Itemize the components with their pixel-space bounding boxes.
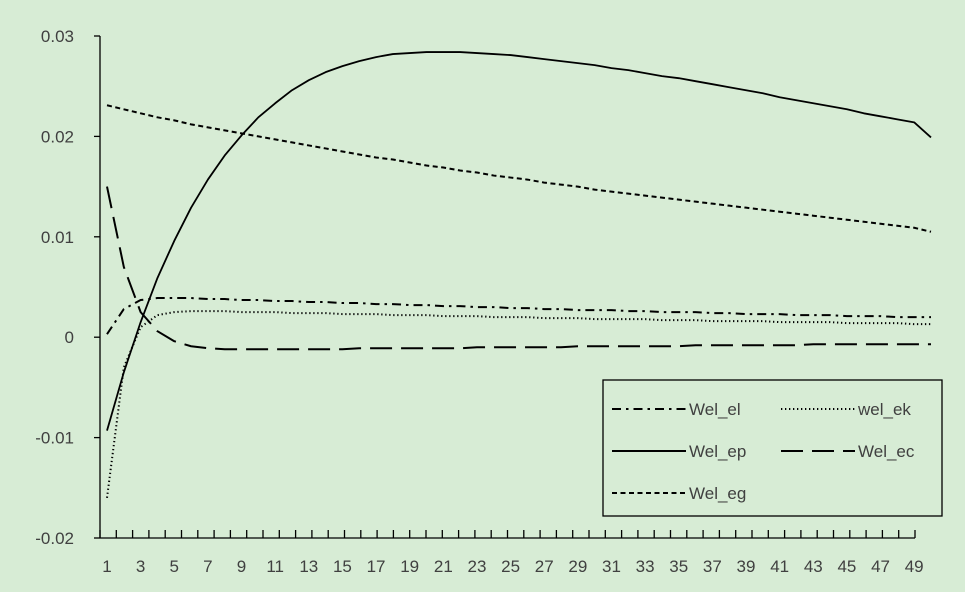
x-tick-label: 21: [434, 557, 453, 576]
y-tick-label: -0.02: [35, 529, 74, 548]
series-line-wel-ek: [106, 310, 931, 498]
x-tick-label: 7: [203, 557, 212, 576]
plot-lines: [106, 51, 932, 498]
x-axis: 1 3 5 7 9 11 13 15 17 19 21 23 25 27 29 31 33 35 37 39 41 43 4…: [99, 530, 924, 576]
x-tick-label: 3: [136, 557, 145, 576]
series-line-wel-ec: [106, 186, 931, 351]
x-tick-label: 35: [669, 557, 688, 576]
legend: Wel_el wel_ek Wel_ep Wel_ec Wel_eg: [602, 379, 943, 517]
series-line-wel-el: [106, 297, 931, 335]
x-tick-label: 1: [102, 557, 111, 576]
x-tick-label: 43: [804, 557, 823, 576]
x-tick-label: 27: [535, 557, 554, 576]
series-line-wel-eg: [106, 104, 932, 233]
x-tick-label: 37: [703, 557, 722, 576]
legend-label: Wel_ep: [689, 442, 746, 461]
y-tick-label: 0.03: [41, 27, 74, 46]
x-tick-label: 45: [837, 557, 856, 576]
x-tick-label: 9: [237, 557, 246, 576]
x-tick-label: 13: [299, 557, 318, 576]
legend-label: Wel_ec: [858, 442, 915, 461]
x-tick-label: 47: [871, 557, 890, 576]
x-tick-label: 5: [170, 557, 179, 576]
y-axis: 0.03 0.02 0.01 0 -0.01 -0.02: [35, 27, 101, 548]
x-tick-label: 15: [333, 557, 352, 576]
x-tick-label: 33: [636, 557, 655, 576]
x-tick-label: 31: [602, 557, 621, 576]
y-tick-label: 0: [65, 328, 74, 347]
x-tick-label: 39: [737, 557, 756, 576]
x-tick-label: 25: [501, 557, 520, 576]
x-tick-label: 41: [770, 557, 789, 576]
x-tick-label: 19: [400, 557, 419, 576]
x-tick-label: 11: [266, 557, 284, 576]
legend-label: Wel_eg: [689, 484, 746, 503]
legend-label: Wel_el: [689, 400, 741, 419]
x-tick-label: 17: [367, 557, 386, 576]
x-tick-label: 29: [568, 557, 587, 576]
x-tick-label: 23: [467, 557, 486, 576]
legend-label: wel_ek: [857, 400, 911, 419]
series-line-wel-ep: [106, 51, 932, 431]
x-tick-label: 49: [905, 557, 924, 576]
y-tick-label: -0.01: [35, 429, 74, 448]
y-tick-label: 0.02: [41, 127, 74, 146]
y-tick-label: 0.01: [41, 228, 74, 247]
